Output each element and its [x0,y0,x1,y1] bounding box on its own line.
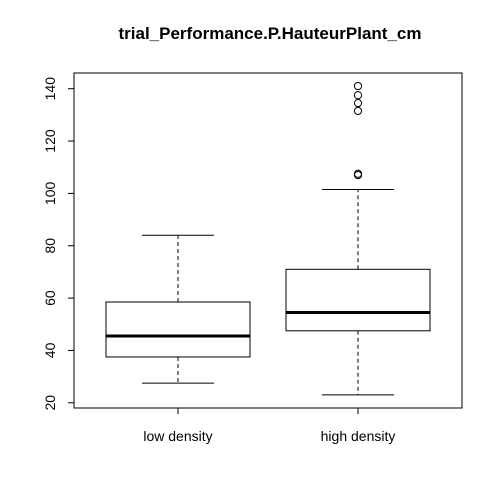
box-iqr [105,301,251,358]
x-axis: low density high density [143,407,396,444]
y-tick-label: 20 [42,395,58,411]
y-tick-label: 100 [42,181,58,205]
box-group [285,81,431,396]
y-tick-label: 60 [42,290,58,306]
chart-title: trial_Performance.P.HauteurPlant_cm [118,24,422,43]
outlier-point [353,106,363,116]
boxes [105,81,431,396]
outlier-point [353,81,363,91]
plot-frame [73,72,463,409]
y-tick-label: 120 [42,129,58,153]
box-group [105,234,251,384]
x-tick-label: low density [143,428,212,444]
box-iqr [285,268,431,332]
outlier-point [353,169,363,178]
x-tick-label: high density [321,428,396,444]
y-tick-label: 80 [42,238,58,254]
outlier-point [353,98,363,108]
y-tick-label: 40 [42,342,58,358]
outlier-point [353,91,363,100]
y-axis: 20 40 60 80 100 120 140 [42,77,75,411]
y-tick-label: 140 [42,77,58,101]
